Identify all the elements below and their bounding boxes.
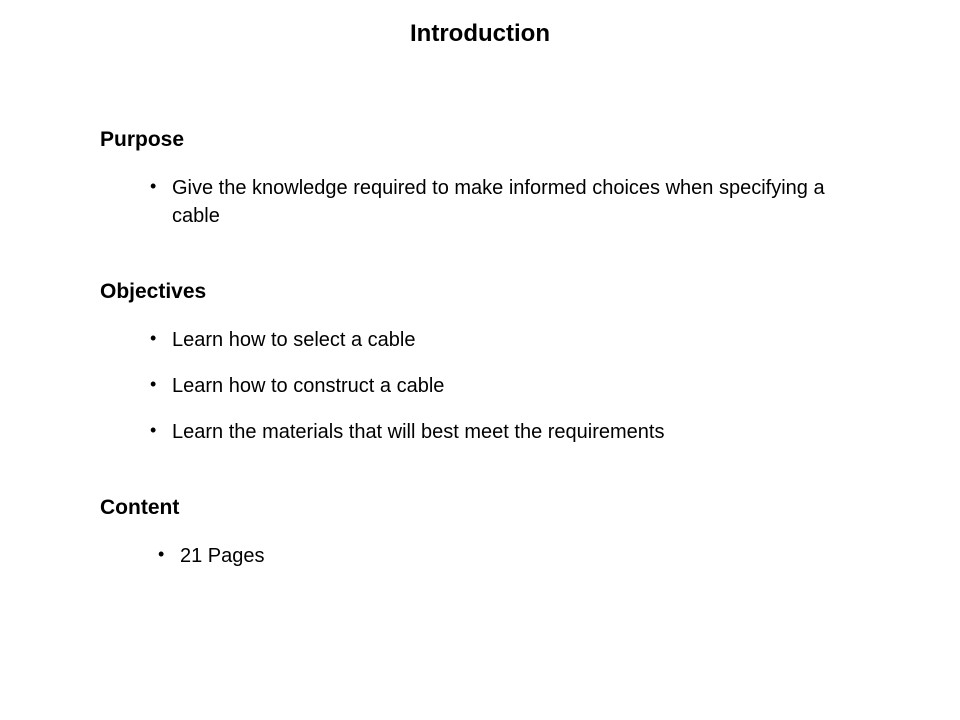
objectives-heading: Objectives [100, 280, 860, 304]
content-list: 21 Pages [100, 542, 860, 570]
list-item: Learn how to select a cable [150, 326, 860, 354]
page-title: Introduction [0, 20, 960, 48]
content-heading: Content [100, 496, 860, 520]
list-item: Give the knowledge required to make info… [150, 174, 860, 230]
purpose-section: Purpose Give the knowledge required to m… [100, 128, 860, 230]
objectives-section: Objectives Learn how to select a cable L… [100, 280, 860, 446]
content-section: Content 21 Pages [100, 496, 860, 570]
list-item: 21 Pages [158, 542, 860, 570]
list-item: Learn the materials that will best meet … [150, 418, 860, 446]
page-container: Introduction Purpose Give the knowledge … [0, 0, 960, 720]
objectives-list: Learn how to select a cable Learn how to… [100, 326, 860, 446]
purpose-list: Give the knowledge required to make info… [100, 174, 860, 230]
list-item: Learn how to construct a cable [150, 372, 860, 400]
purpose-heading: Purpose [100, 128, 860, 152]
